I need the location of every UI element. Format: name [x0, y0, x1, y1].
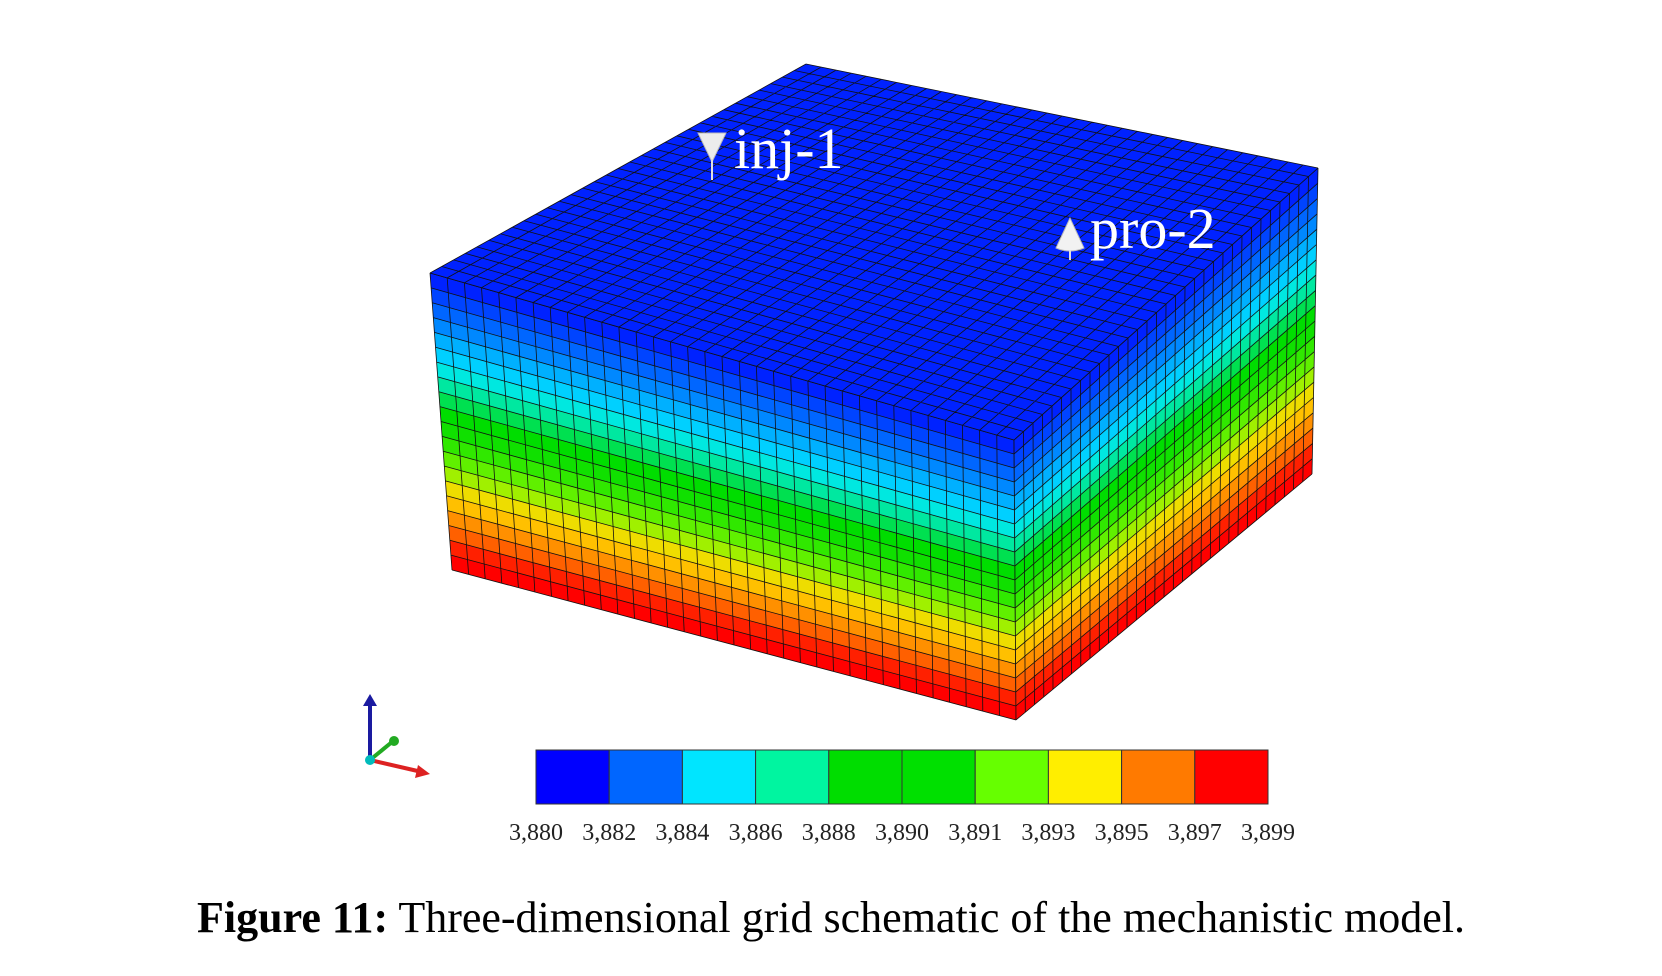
colorbar-tick-label: 3,895: [1095, 820, 1149, 846]
caption-text: Three-dimensional grid schematic of the …: [388, 893, 1465, 942]
colorbar-tick-label: 3,893: [1021, 820, 1075, 846]
colorbar-swatch: [1121, 749, 1196, 805]
colorbar-tick-label: 3,891: [948, 820, 1002, 846]
colorbar-swatch: [535, 749, 610, 805]
colorbar-swatch: [1047, 749, 1123, 805]
colorbar-tick-label: 3,899: [1241, 820, 1295, 846]
grid-block-3d: [429, 63, 1319, 721]
colorbar-legend: 3,880 3,882 3,884 3,886 3,888 3,890 3,891 3,893…: [509, 749, 1295, 846]
wells: inj-1 pro-2: [697, 116, 1216, 261]
figure-caption: Figure 11: Three-dimensional grid schema…: [0, 892, 1662, 943]
colorbar-tick-label: 3,897: [1168, 820, 1222, 846]
x-axis-arrow-icon: [415, 765, 430, 778]
z-axis-arrow-icon: [363, 694, 377, 706]
axis-triad: [363, 694, 430, 778]
colorbar-tick-label: 3,888: [802, 820, 856, 846]
colorbar-tick-label: 3,886: [729, 820, 783, 846]
caption-label: Figure 11:: [197, 893, 389, 942]
colorbar-swatch: [1194, 749, 1269, 805]
injector-well-inj-1: inj-1: [697, 116, 844, 181]
colorbar-swatch: [901, 749, 976, 805]
colorbar-swatch: [608, 749, 683, 805]
colorbar-swatch: [755, 749, 830, 805]
colorbar-swatch: [681, 749, 757, 805]
top-face-grid-lines: [429, 63, 1319, 441]
well-label-inj-1: inj-1: [734, 116, 844, 181]
colorbar-tick-label: 3,882: [582, 820, 636, 846]
colorbar-tick-label: 3,880: [509, 820, 563, 846]
axis-origin: [365, 755, 375, 765]
y-axis-tip: [389, 736, 399, 746]
x-axis: [369, 758, 423, 774]
colorbar-tick-label: 3,884: [655, 820, 709, 846]
colorbar-swatch: [828, 749, 903, 805]
well-label-pro-2: pro-2: [1090, 196, 1216, 261]
top-face: [429, 63, 1319, 441]
front-face: [429, 272, 1017, 721]
injector-cone-icon: [697, 132, 727, 164]
colorbar-swatch: [974, 749, 1049, 805]
colorbar-tick-label: 3,890: [875, 820, 929, 846]
producer-well-pro-2: pro-2: [1055, 196, 1216, 261]
right-face: [1013, 167, 1319, 721]
